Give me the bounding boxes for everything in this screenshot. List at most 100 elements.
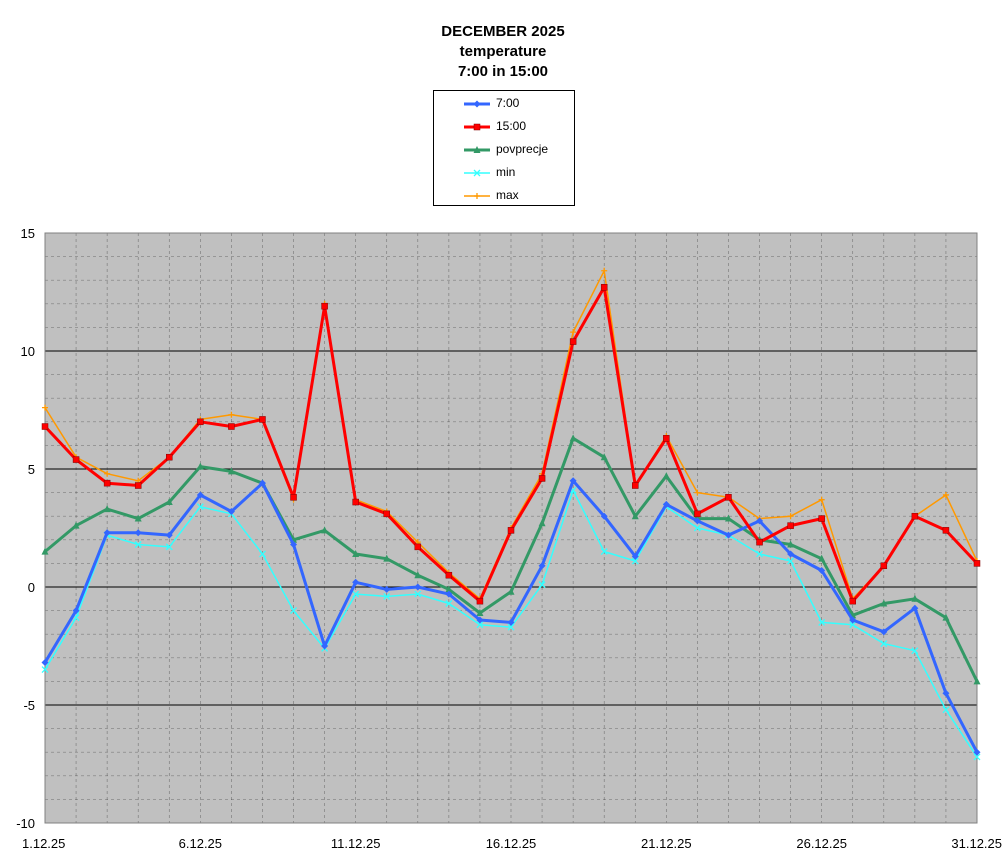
legend-swatch <box>464 123 490 131</box>
data-point-15-00 <box>787 522 794 529</box>
data-point-povprecje <box>445 585 453 593</box>
legend-item: 7:00 <box>434 94 574 114</box>
chart-title-line-3: 7:00 in 15:00 <box>457 63 549 80</box>
data-point-7-00 <box>942 689 950 697</box>
data-point-max <box>942 491 949 498</box>
data-point-15-00 <box>818 515 825 522</box>
data-point-povprecje <box>476 608 484 616</box>
legend-label: max <box>496 188 519 202</box>
legend-item: max <box>434 186 574 206</box>
data-point-povprecje <box>196 462 204 470</box>
data-point-15-00 <box>694 510 701 518</box>
data-point-max <box>787 513 794 520</box>
data-point-7-00 <box>352 578 360 586</box>
data-point-7-00 <box>662 500 670 508</box>
x-tick-label: 1.12.25 <box>22 836 65 851</box>
data-point-7-00 <box>445 590 453 598</box>
data-point-15-00 <box>134 482 142 489</box>
data-point-7-00 <box>818 566 826 574</box>
data-point-povprecje <box>880 599 888 607</box>
data-point-povprecje <box>662 472 670 480</box>
data-point-15-00 <box>911 512 919 520</box>
data-point-povprecje <box>165 498 173 506</box>
data-point-7-00 <box>756 517 764 525</box>
data-point-15-00 <box>103 479 111 487</box>
data-point-7-00 <box>787 550 795 558</box>
data-point-15-00 <box>632 482 639 489</box>
data-point-15-00 <box>880 562 888 570</box>
data-point-povprecje <box>227 467 235 475</box>
legend-swatch-marker <box>473 146 481 153</box>
x-tick-label: 6.12.25 <box>179 836 222 851</box>
data-point-15-00 <box>72 456 80 463</box>
data-point-7-00 <box>600 512 608 520</box>
legend-swatch <box>464 193 490 199</box>
data-point-min <box>165 543 173 551</box>
data-point-min <box>134 541 142 548</box>
legend-label: 7:00 <box>496 96 520 110</box>
data-point-7-00 <box>911 604 919 612</box>
x-tick-label: 31.12.25 <box>951 836 1002 851</box>
data-point-min <box>942 706 950 714</box>
x-tick-label: 11.12.25 <box>331 836 381 851</box>
legend-swatch <box>464 169 490 177</box>
plot-border <box>44 232 978 824</box>
series-15-00 <box>41 284 981 605</box>
legend-label: min <box>496 165 516 179</box>
data-point-7-00 <box>849 616 857 624</box>
data-point-max <box>42 404 48 411</box>
data-point-povprecje <box>569 434 577 442</box>
legend-swatch <box>464 100 490 108</box>
data-point-15-00 <box>569 338 577 345</box>
data-point-min <box>693 524 701 532</box>
data-point-min <box>973 753 981 761</box>
y-tick-label: -5 <box>23 698 35 713</box>
data-point-max <box>228 411 235 418</box>
x-tick-label: 16.12.25 <box>486 836 537 851</box>
chart-title-line-2: temperature <box>459 43 547 60</box>
y-tick-label: 10 <box>21 344 35 359</box>
legend-swatch-marker <box>473 169 481 177</box>
data-point-15-00 <box>476 597 484 605</box>
data-point-min <box>849 621 857 629</box>
legend-swatch-marker <box>474 193 480 199</box>
data-point-min <box>290 607 297 615</box>
data-point-15-00 <box>321 302 328 310</box>
legend-item: min <box>434 163 574 183</box>
data-point-povprecje <box>911 594 919 602</box>
data-point-15-00 <box>259 416 266 423</box>
data-point-15-00 <box>600 284 608 291</box>
data-point-max <box>104 470 111 477</box>
data-point-7-00 <box>476 616 484 624</box>
data-point-7-00 <box>724 531 732 539</box>
data-point-15-00 <box>507 527 515 534</box>
data-point-max <box>818 496 825 503</box>
data-point-povprecje <box>41 547 49 555</box>
data-point-7-00 <box>414 583 422 591</box>
data-point-povprecje <box>787 540 795 548</box>
legend-label: povprecje <box>496 142 549 156</box>
data-point-min <box>787 557 795 565</box>
data-point-povprecje <box>321 526 329 534</box>
data-point-min <box>880 640 888 648</box>
series-7-00 <box>41 477 981 756</box>
data-point-min <box>507 623 515 631</box>
data-point-15-00 <box>725 494 732 501</box>
data-point-povprecje <box>818 554 826 562</box>
data-point-15-00 <box>445 571 453 579</box>
data-point-min <box>631 557 639 565</box>
data-point-povprecje <box>942 613 950 621</box>
legend-label: 15:00 <box>496 119 527 133</box>
data-point-povprecje <box>507 587 515 595</box>
data-point-min <box>383 592 391 600</box>
data-point-min <box>911 647 919 655</box>
data-point-povprecje <box>631 512 639 520</box>
data-point-7-00 <box>507 618 515 626</box>
chart-legend: 7:00 15:00 povprecje min max <box>433 90 575 206</box>
data-point-min <box>445 600 453 607</box>
data-point-7-00 <box>693 517 701 525</box>
data-point-7-00 <box>227 507 235 515</box>
data-point-min <box>476 621 484 629</box>
x-tick-label: 21.12.25 <box>641 836 692 851</box>
